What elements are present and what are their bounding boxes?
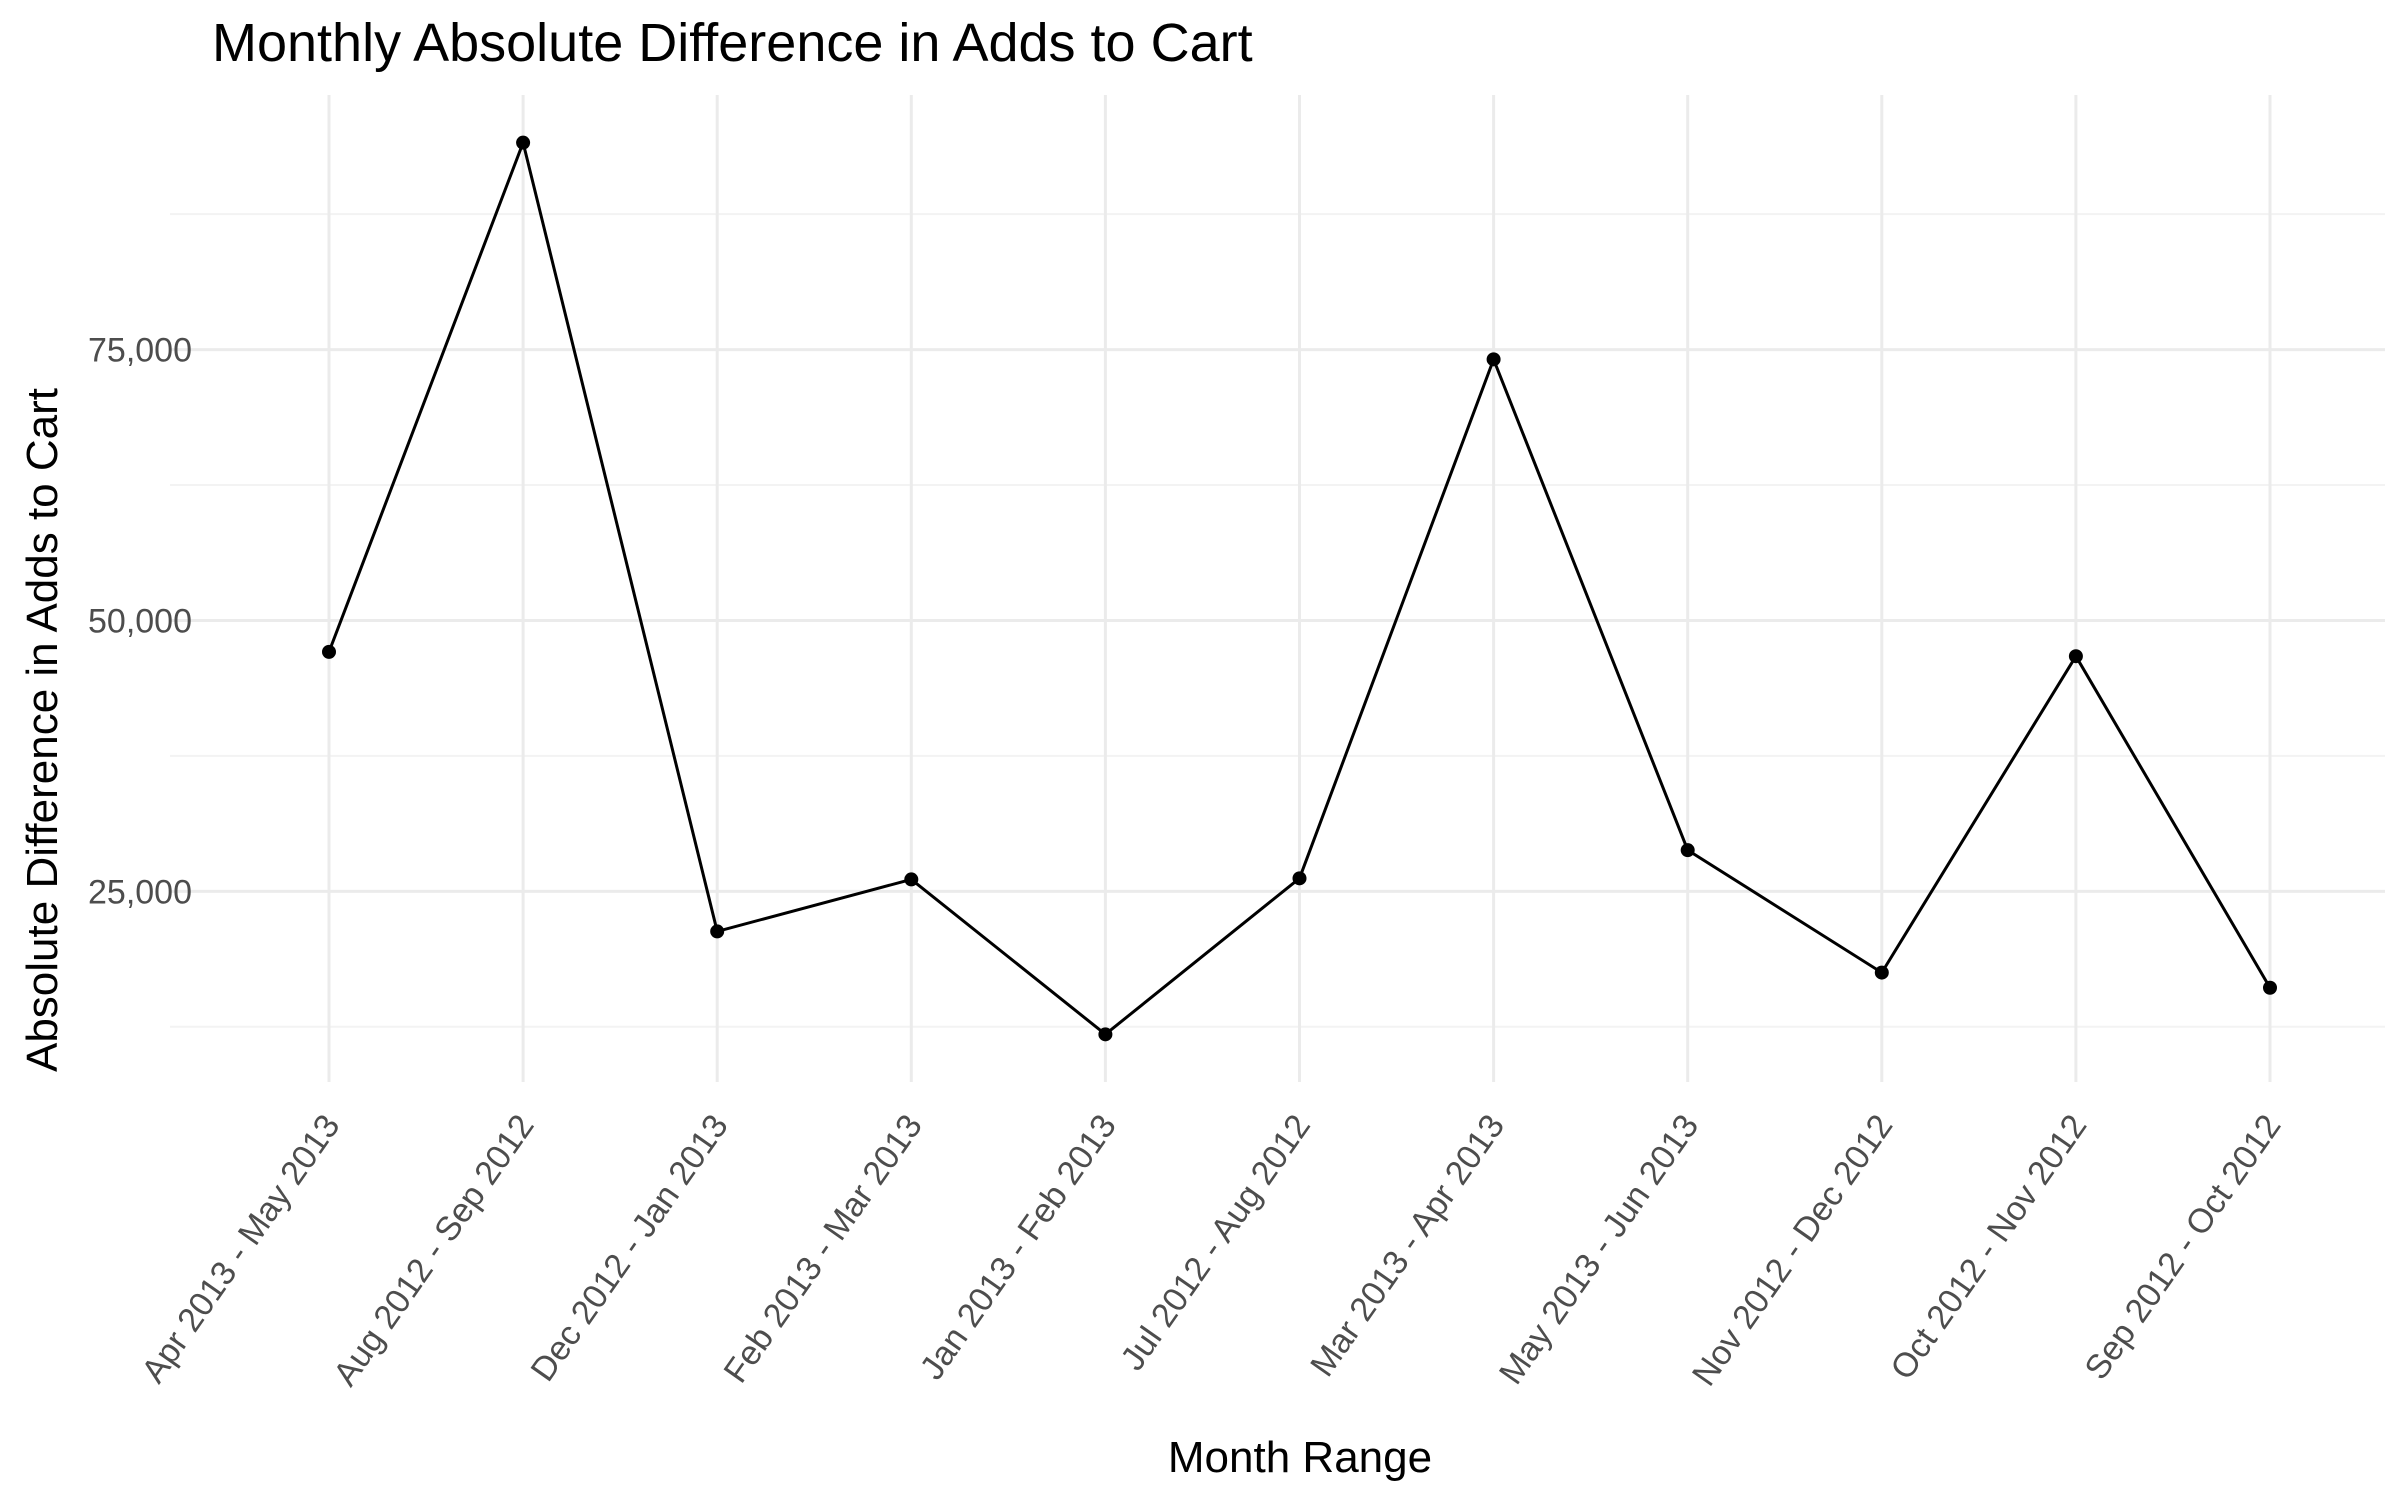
data-point-5: [1098, 1027, 1113, 1042]
x-tick-label-7: Mar 2013 - Apr 2013: [1303, 1108, 1512, 1384]
data-point-9: [1874, 965, 1889, 980]
data-points: [322, 135, 2277, 1042]
x-axis-title: Month Range: [1168, 1433, 1432, 1482]
data-point-1: [322, 644, 336, 659]
y-tick-label-3: 75,000: [88, 332, 192, 370]
x-tick-label-8: May 2013 - Jun 2013: [1492, 1108, 1706, 1391]
x-tick-label-10: Oct 2012 - Nov 2012: [1883, 1108, 2094, 1387]
y-tick-label-1: 25,000: [88, 873, 192, 911]
data-point-7: [1486, 352, 1501, 367]
data-point-10: [2068, 649, 2083, 664]
data-point-8: [1680, 843, 1695, 858]
y-axis: 25,000 50,000 75,000: [88, 332, 192, 912]
x-tick-label-1: Apr 2013 - May 2013: [134, 1108, 347, 1390]
x-tick-label-2: Aug 2012 - Sep 2012: [326, 1108, 541, 1393]
x-tick-label-9: Nov 2012 - Dec 2012: [1685, 1108, 1900, 1393]
y-axis-title: Absolute Difference in Adds to Cart: [18, 388, 67, 1072]
x-tick-label-4: Feb 2013 - Mar 2013: [717, 1108, 930, 1390]
x-tick-label-6: Jul 2012 - Aug 2012: [1113, 1108, 1318, 1378]
data-point-3: [710, 924, 725, 939]
y-tick-label-2: 50,000: [88, 602, 192, 640]
data-point-6: [1292, 871, 1307, 886]
x-tick-label-5: Jan 2013 - Feb 2013: [913, 1108, 1124, 1387]
data-point-2: [516, 135, 531, 150]
data-point-11: [2263, 980, 2277, 995]
x-tick-label-11: Sep 2012 - Oct 2012: [2077, 1108, 2288, 1387]
chart-title: Monthly Absolute Difference in Adds to C…: [212, 13, 1253, 73]
x-tick-label-3: Dec 2012 - Jan 2013: [524, 1108, 736, 1388]
data-point-4: [904, 872, 919, 887]
grid-layer: [170, 95, 2385, 1082]
